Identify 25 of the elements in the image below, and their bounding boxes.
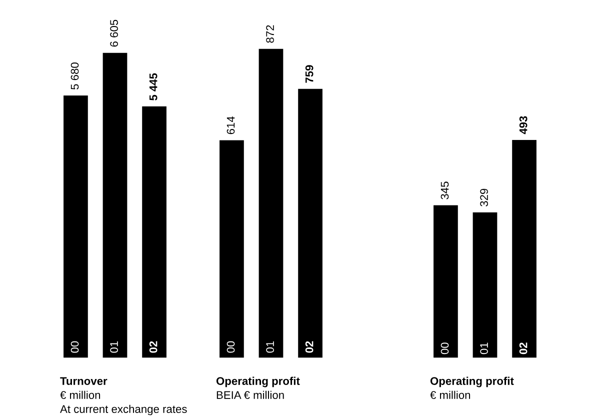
x-tick-label: 00 [226, 341, 235, 353]
text: € million [430, 390, 470, 399]
data-label: 6 605 [110, 20, 118, 47]
x-tick-label: 01 [110, 341, 118, 353]
data-label: 614 [226, 116, 235, 134]
x-tick-label: 02 [149, 341, 158, 353]
x-tick-label: 02 [305, 341, 314, 353]
data-label: 345 [440, 182, 449, 200]
x-tick-label: 00 [70, 341, 79, 353]
data-label: 493 [519, 116, 528, 134]
text: Turnover [60, 377, 108, 385]
data-label: 5 680 [70, 62, 79, 90]
text: Operating profit [430, 376, 514, 388]
text: Operating profit [216, 376, 300, 388]
data-label: 759 [305, 65, 314, 83]
data-label: 5 445 [150, 73, 158, 100]
text: € million [60, 390, 100, 399]
x-tick-label: 00 [440, 342, 449, 354]
data-label: 872 [266, 25, 274, 43]
text: BEIA € million [216, 390, 284, 399]
data-label: 329 [480, 188, 488, 206]
x-tick-label: 01 [480, 342, 488, 354]
x-tick-label: 01 [266, 341, 274, 353]
x-tick-label: 02 [519, 342, 528, 354]
text: At current exchange rates [60, 404, 187, 416]
